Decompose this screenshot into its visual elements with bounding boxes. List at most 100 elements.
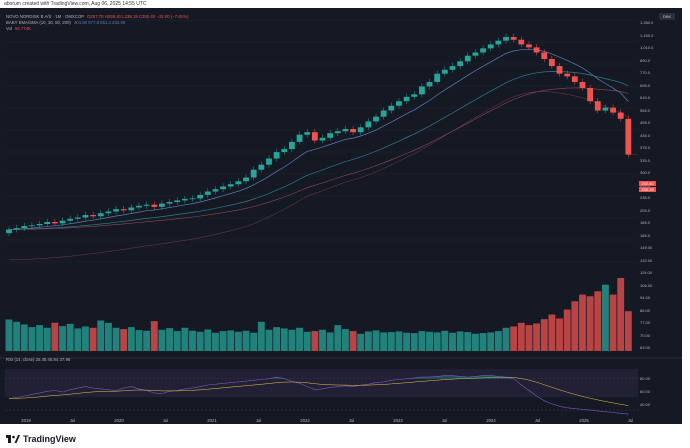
volume-bar [89,327,97,351]
candle-body [334,131,341,134]
volume-bar [166,328,174,351]
candle-body [151,204,158,207]
candle-body [571,76,578,82]
candle-body [510,37,517,40]
volume-bar [158,329,166,351]
candle-body [227,184,234,187]
rsi-legend[interactable]: RSI (14, close) 25.45 46.94 37.96 [6,357,71,362]
volume-label[interactable]: Vol [6,26,12,31]
candle-body [526,44,532,48]
candle-body [357,127,364,133]
candle-body [143,204,150,206]
candle-body [120,209,127,211]
price-tick-label: 165.0 [640,232,651,238]
volume-bar [502,327,510,351]
candle-body [266,158,272,165]
price-tick-label: 205.0 [640,207,651,213]
volume-bar [143,330,151,351]
volume-bar [273,327,281,351]
ema-10-line [8,48,629,230]
volume-bar [127,327,135,351]
candle-body [434,73,441,82]
candle-body [105,211,112,214]
candle-body [441,69,448,74]
price-tick-label: 695.0 [640,82,651,88]
sma-50-line [9,87,629,230]
volume-bar [135,330,143,351]
candle-body [350,129,356,133]
candle-body [319,137,326,141]
candle-body [503,37,509,41]
time-tick-label: Jul [162,418,169,423]
candle-body [21,226,28,229]
volume-bar [20,324,28,351]
volume-bar [548,314,556,351]
last-price-tag: 292.40 [639,181,656,186]
candle-body [396,101,402,106]
rsi-overbought-fill [9,375,629,379]
volume-bar [296,327,304,351]
volume-bar [395,331,403,351]
price-tick-label: 63.00 [640,345,651,350]
volume-bar [13,321,21,351]
volume-bar [303,331,311,351]
rsi-line [8,375,629,415]
price-tick-label: 1,280.0 [640,20,654,25]
price-tick-label: 435.0 [640,132,651,138]
volume-bar [104,322,112,351]
candle-body [418,86,425,95]
volume-bar [418,331,426,351]
volume-bar [326,332,334,351]
chart-area[interactable] [0,8,682,424]
candle-body [296,134,303,142]
volume-bar [196,331,204,351]
ema-30-line [8,71,629,230]
price-tick-label: 615.0 [640,95,651,100]
volume-bar [280,328,288,351]
volume-bar [456,331,464,351]
volume-bar [579,294,586,351]
volume-bar [601,284,609,351]
volume-bar [464,332,472,351]
volume-bar [36,325,44,351]
time-tick-label: 2021 [207,418,217,423]
volume-bar [357,333,365,351]
legend-ema-row: BABY EMA/SMA (10, 30, 50, 200) 404.50 577… [6,20,125,26]
volume-bar [181,327,189,351]
rsi-tick-label: 60.00 [640,389,651,394]
ohlc-values: O257.70 H258.40 L238.15 C292.40 −32.00 (… [87,14,189,19]
volume-bar [5,319,13,351]
volume-bar [380,332,388,351]
time-tick-label: Jul [69,418,76,423]
candle-body [189,198,196,200]
currency-badge[interactable]: DKK [659,13,675,20]
volume-bar [556,318,563,351]
candle-body [564,73,571,77]
time-tick-label: Jul [348,418,355,423]
candle-body [602,107,609,111]
volume-bar [494,331,502,351]
price-tick-label: 235.0 [640,195,651,200]
candle-body [13,228,20,230]
price-tick-label: 1,150.0 [640,32,654,38]
volume-bar [59,326,66,351]
candle-body [181,198,188,201]
price-tick-label: 890.0 [640,57,651,63]
tradingview-branding[interactable]: TradingView [6,432,76,446]
volume-bar [433,332,441,351]
price-tick-label: 77.00 [640,320,651,325]
chart-canvas[interactable] [0,8,682,424]
time-tick-label: Jul [627,418,634,423]
volume-bar [265,329,273,351]
volume-bar [426,331,433,351]
candle-body [556,66,563,74]
time-tick-label: 2022 [300,418,310,423]
candle-body [304,132,311,135]
candle-body [113,209,119,212]
volume-bar [150,321,158,351]
ema-indicator-label[interactable]: BABY EMA/SMA (10, 30, 50, 200) [6,20,71,25]
candle-body [59,220,66,224]
candle-body [212,189,219,192]
symbol-name[interactable]: NOVO NORDISK B A/S · 1M · OMXCOP [6,14,85,19]
candle-body [464,55,471,62]
